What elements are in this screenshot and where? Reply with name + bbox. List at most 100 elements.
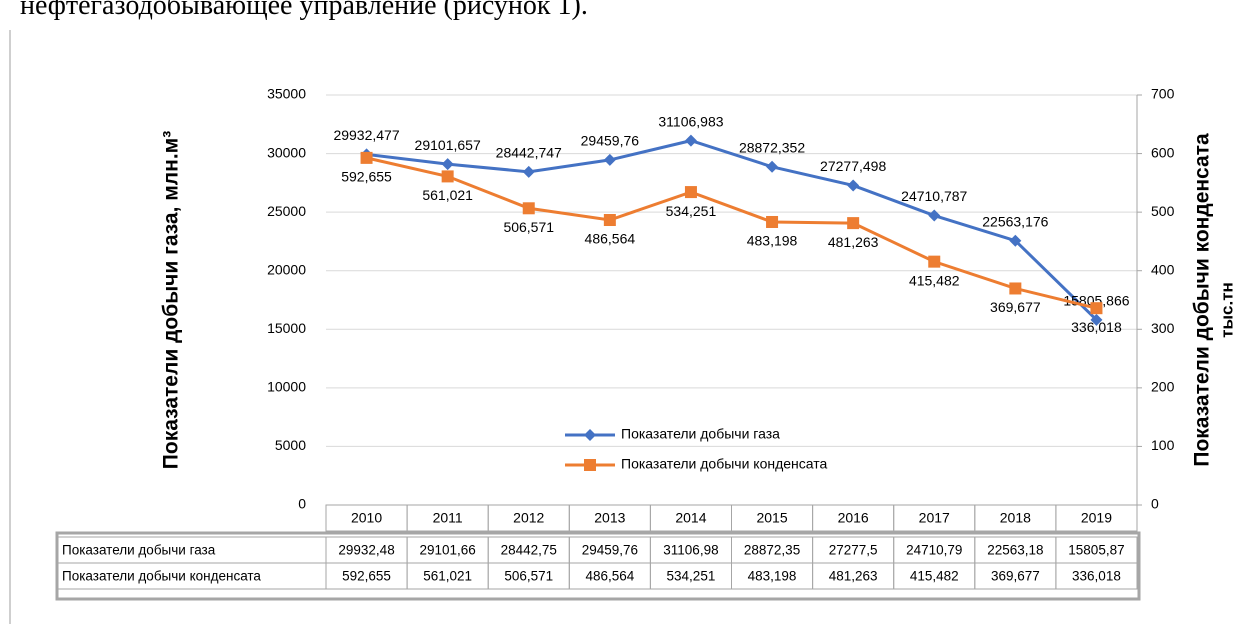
marker <box>1090 302 1103 315</box>
table-cell-text: 534,251 <box>667 569 716 584</box>
table-cell-text: 29459,76 <box>582 543 638 558</box>
data-label: 24710,787 <box>901 188 967 204</box>
marker <box>1009 282 1022 295</box>
data-label: 29101,657 <box>415 137 481 153</box>
data-label: 561,021 <box>422 187 473 203</box>
table-cell-text: 15805,87 <box>1068 543 1124 558</box>
table-cell-text: 29101,66 <box>419 543 475 558</box>
y2-axis-label: тыс.тн <box>1217 282 1236 338</box>
x-tick-label: 2016 <box>838 510 869 526</box>
y2-tick-label: 100 <box>1151 437 1175 453</box>
y-tick-label: 35000 <box>267 86 306 102</box>
y2-tick-label: 300 <box>1151 320 1175 336</box>
y-tick-label: 0 <box>298 496 306 512</box>
x-tick-label: 2012 <box>513 510 544 526</box>
data-label: 28872,352 <box>739 139 805 155</box>
data-label: 369,677 <box>990 299 1041 315</box>
marker <box>441 170 454 183</box>
y2-tick-label: 0 <box>1151 496 1159 512</box>
x-tick-label: 2017 <box>919 510 950 526</box>
table-cell-text: 561,021 <box>423 569 472 584</box>
table-cell-text: 415,482 <box>910 569 959 584</box>
y-axis-label: Показатели добычи газа, млн.м³ <box>160 131 183 469</box>
table-row-name: Показатели добычи конденсата <box>62 569 261 584</box>
x-tick-label: 2019 <box>1081 510 1112 526</box>
table-cell <box>1055 504 1138 532</box>
y-tick-label: 10000 <box>267 379 306 395</box>
data-label: 336,018 <box>1071 319 1122 335</box>
marker <box>684 134 697 147</box>
y-tick-label: 30000 <box>267 144 306 160</box>
legend-marker <box>584 429 596 441</box>
data-label: 31106,983 <box>658 113 723 129</box>
marker <box>847 179 860 192</box>
legend-marker <box>584 459 596 471</box>
table-cell <box>1055 562 1138 590</box>
data-label: 28442,747 <box>496 145 562 161</box>
marker <box>1090 313 1103 326</box>
table-cell-text: 28442,75 <box>501 543 557 558</box>
series-line <box>366 156 1097 310</box>
data-label: 481,263 <box>828 234 879 250</box>
x-tick-label: 2013 <box>594 510 625 526</box>
table-cell-text: 29932,48 <box>338 543 394 558</box>
data-label: 483,198 <box>747 233 798 249</box>
y2-tick-label: 400 <box>1151 261 1175 277</box>
marker <box>603 214 616 227</box>
y2-tick-label: 500 <box>1151 203 1175 219</box>
y2-tick-label: 200 <box>1151 379 1175 395</box>
page-text: нефтегазодобывающее управление (рисунок … <box>20 0 588 21</box>
table-cell-text: 27277,5 <box>829 543 878 558</box>
marker <box>928 209 941 222</box>
marker <box>766 160 779 173</box>
y2-axis-label: Показатели добычи конденсата <box>1191 133 1214 467</box>
y-tick-label: 15000 <box>267 320 306 336</box>
data-label: 29459,76 <box>581 133 640 149</box>
data-label: 27277,498 <box>820 158 886 174</box>
marker <box>928 255 941 268</box>
series-line <box>366 139 1098 321</box>
x-tick-label: 2014 <box>675 510 706 526</box>
marker <box>360 151 373 164</box>
marker <box>766 215 779 228</box>
x-tick-label: 2018 <box>1000 510 1031 526</box>
x-tick-label: 2015 <box>756 510 787 526</box>
table-cell-text: 369,677 <box>991 569 1040 584</box>
data-label: 506,571 <box>503 219 554 235</box>
data-label: 534,251 <box>666 203 717 219</box>
table-cell-text: 22563,18 <box>987 543 1043 558</box>
table-cell-text: 28872,35 <box>744 543 800 558</box>
marker <box>522 165 535 178</box>
marker <box>522 202 535 215</box>
data-label: 415,482 <box>909 272 960 288</box>
table-cell-text: 481,263 <box>829 569 878 584</box>
data-label: 22563,176 <box>982 213 1048 229</box>
x-tick-label: 2010 <box>351 510 382 526</box>
data-label: 29932,477 <box>333 127 399 143</box>
table-cell-text: 506,571 <box>504 569 553 584</box>
marker <box>847 217 860 230</box>
y2-tick-label: 600 <box>1151 144 1175 160</box>
legend-label: Показатели добычи конденсата <box>621 456 828 472</box>
y-tick-label: 20000 <box>267 261 306 277</box>
table-cell-text: 486,564 <box>585 569 634 584</box>
marker <box>441 158 454 171</box>
marker <box>603 153 616 166</box>
table-row-name: Показатели добычи газа <box>62 543 216 558</box>
table-cell-text: 336,018 <box>1072 569 1121 584</box>
x-tick-label: 2011 <box>433 510 463 526</box>
table-cell-text: 31106,98 <box>663 543 718 558</box>
marker <box>684 186 697 199</box>
table-cell-text: 483,198 <box>748 569 797 584</box>
table-cell-text: 24710,79 <box>906 543 962 558</box>
y-tick-label: 5000 <box>275 437 306 453</box>
table-cell-text: 592,655 <box>342 569 391 584</box>
y2-tick-label: 700 <box>1151 86 1175 102</box>
y-tick-label: 25000 <box>267 203 306 219</box>
data-label: 592,655 <box>341 169 392 185</box>
table-frame <box>55 531 1141 601</box>
marker <box>1009 234 1022 247</box>
data-label: 486,564 <box>585 231 636 247</box>
legend-label: Показатели добычи газа <box>621 426 780 442</box>
